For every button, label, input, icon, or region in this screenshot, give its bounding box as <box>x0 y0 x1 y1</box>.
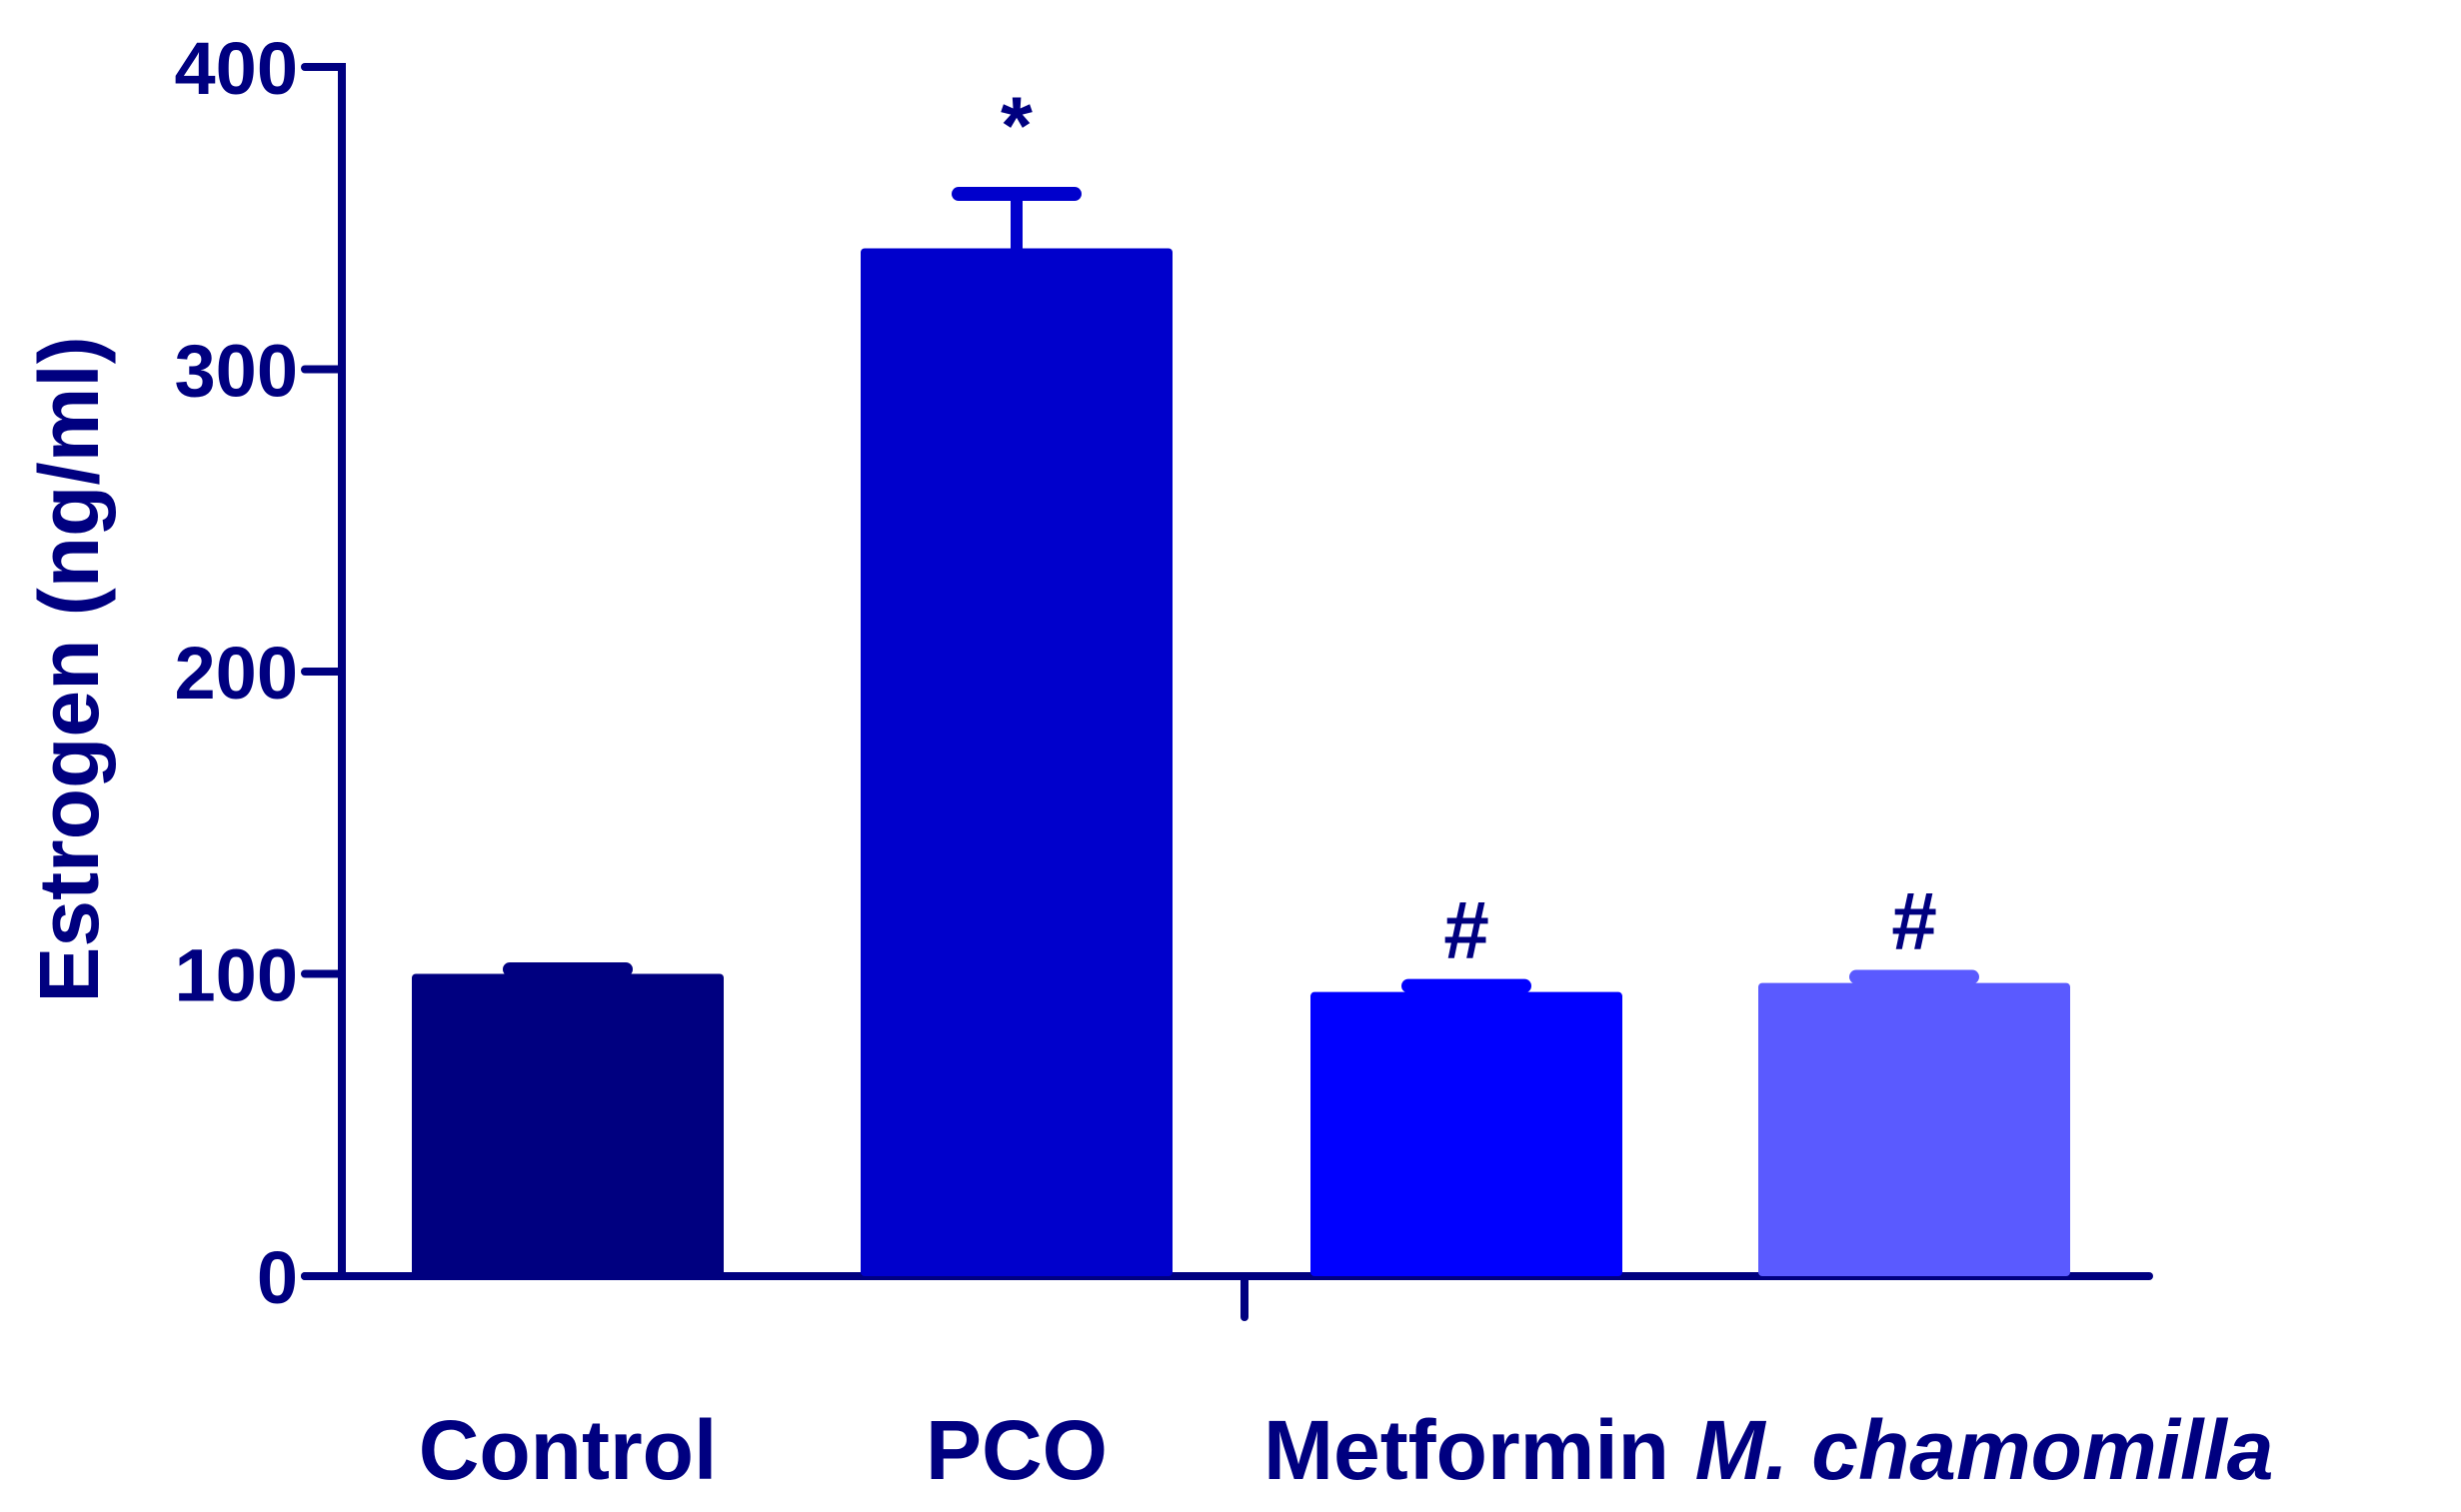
y-tick-label: 200 <box>175 632 298 715</box>
y-axis-label: Estrogen (ng/ml) <box>22 336 116 1002</box>
x-category-label: M. chamomilla <box>1695 1403 2274 1497</box>
x-category-label: PCO <box>926 1403 1108 1497</box>
bar <box>412 973 724 1276</box>
y-tick-label: 100 <box>175 934 298 1017</box>
bar <box>861 248 1173 1276</box>
y-tick-label: 400 <box>175 27 298 110</box>
labels-group: 0 100 200 300 400 Estrogen (ng/ml) Control * PCO… <box>22 27 2273 1497</box>
significance-marker: # <box>1891 876 1937 967</box>
significance-marker: # <box>1443 885 1489 976</box>
y-tick-label: 300 <box>175 330 298 413</box>
significance-marker: * <box>1001 81 1033 172</box>
bars-group <box>412 187 2070 1276</box>
bar <box>1310 991 1622 1276</box>
y-tick-label: 0 <box>257 1236 298 1319</box>
x-category-label: Metformin <box>1263 1403 1669 1497</box>
x-category-label: Control <box>419 1403 718 1497</box>
bar <box>1758 982 2070 1276</box>
